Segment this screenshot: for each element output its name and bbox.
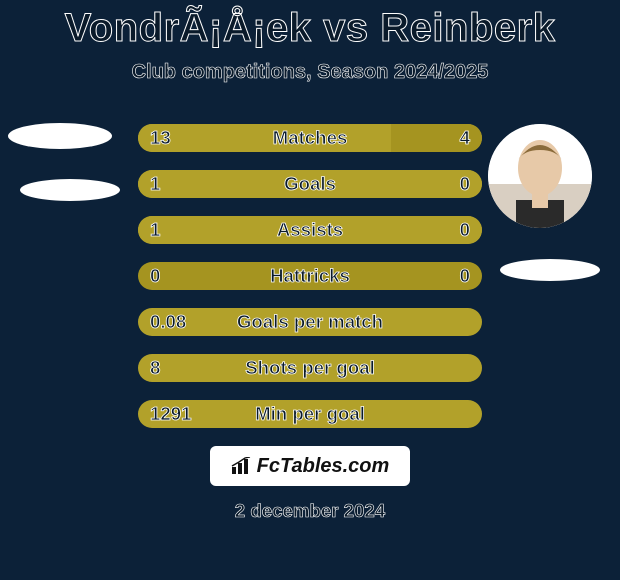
avatar-right-photo (488, 124, 592, 228)
stat-row: 10Assists (138, 216, 482, 244)
subtitle: Club competitions, Season 2024/2025 (0, 61, 620, 84)
stat-label: Matches (138, 124, 482, 152)
avatar-right-ellipse (500, 259, 600, 281)
stats-rows: 134Matches 10Goals 10Assists 00Hattricks 0.0… (138, 124, 482, 446)
footer-brand-badge: FcTables.com (210, 446, 410, 486)
footer-date: 2 december 2024 (0, 500, 620, 522)
stat-label: Goals (138, 170, 482, 198)
stat-row: 0.08Goals per match (138, 308, 482, 336)
stat-label: Min per goal (138, 400, 482, 428)
footer-brand: FcTables.com (231, 455, 390, 478)
stat-label: Goals per match (138, 308, 482, 336)
player-portrait-icon (488, 124, 592, 228)
page-title: VondrÃ¡Å¡ek vs Reinberk (0, 0, 620, 51)
stat-label: Hattricks (138, 262, 482, 290)
stat-label: Shots per goal (138, 354, 482, 382)
stat-row: 10Goals (138, 170, 482, 198)
stat-row: 8Shots per goal (138, 354, 482, 382)
stat-label: Assists (138, 216, 482, 244)
comparison-infographic: VondrÃ¡Å¡ek vs Reinberk Club competition… (0, 0, 620, 580)
avatar-left-ellipse-1 (8, 123, 112, 149)
bars-icon (231, 457, 251, 475)
stat-row: 134Matches (138, 124, 482, 152)
stat-row: 00Hattricks (138, 262, 482, 290)
footer-brand-text: FcTables.com (257, 455, 390, 478)
avatar-left-ellipse-2 (20, 179, 120, 201)
stat-row: 1291Min per goal (138, 400, 482, 428)
